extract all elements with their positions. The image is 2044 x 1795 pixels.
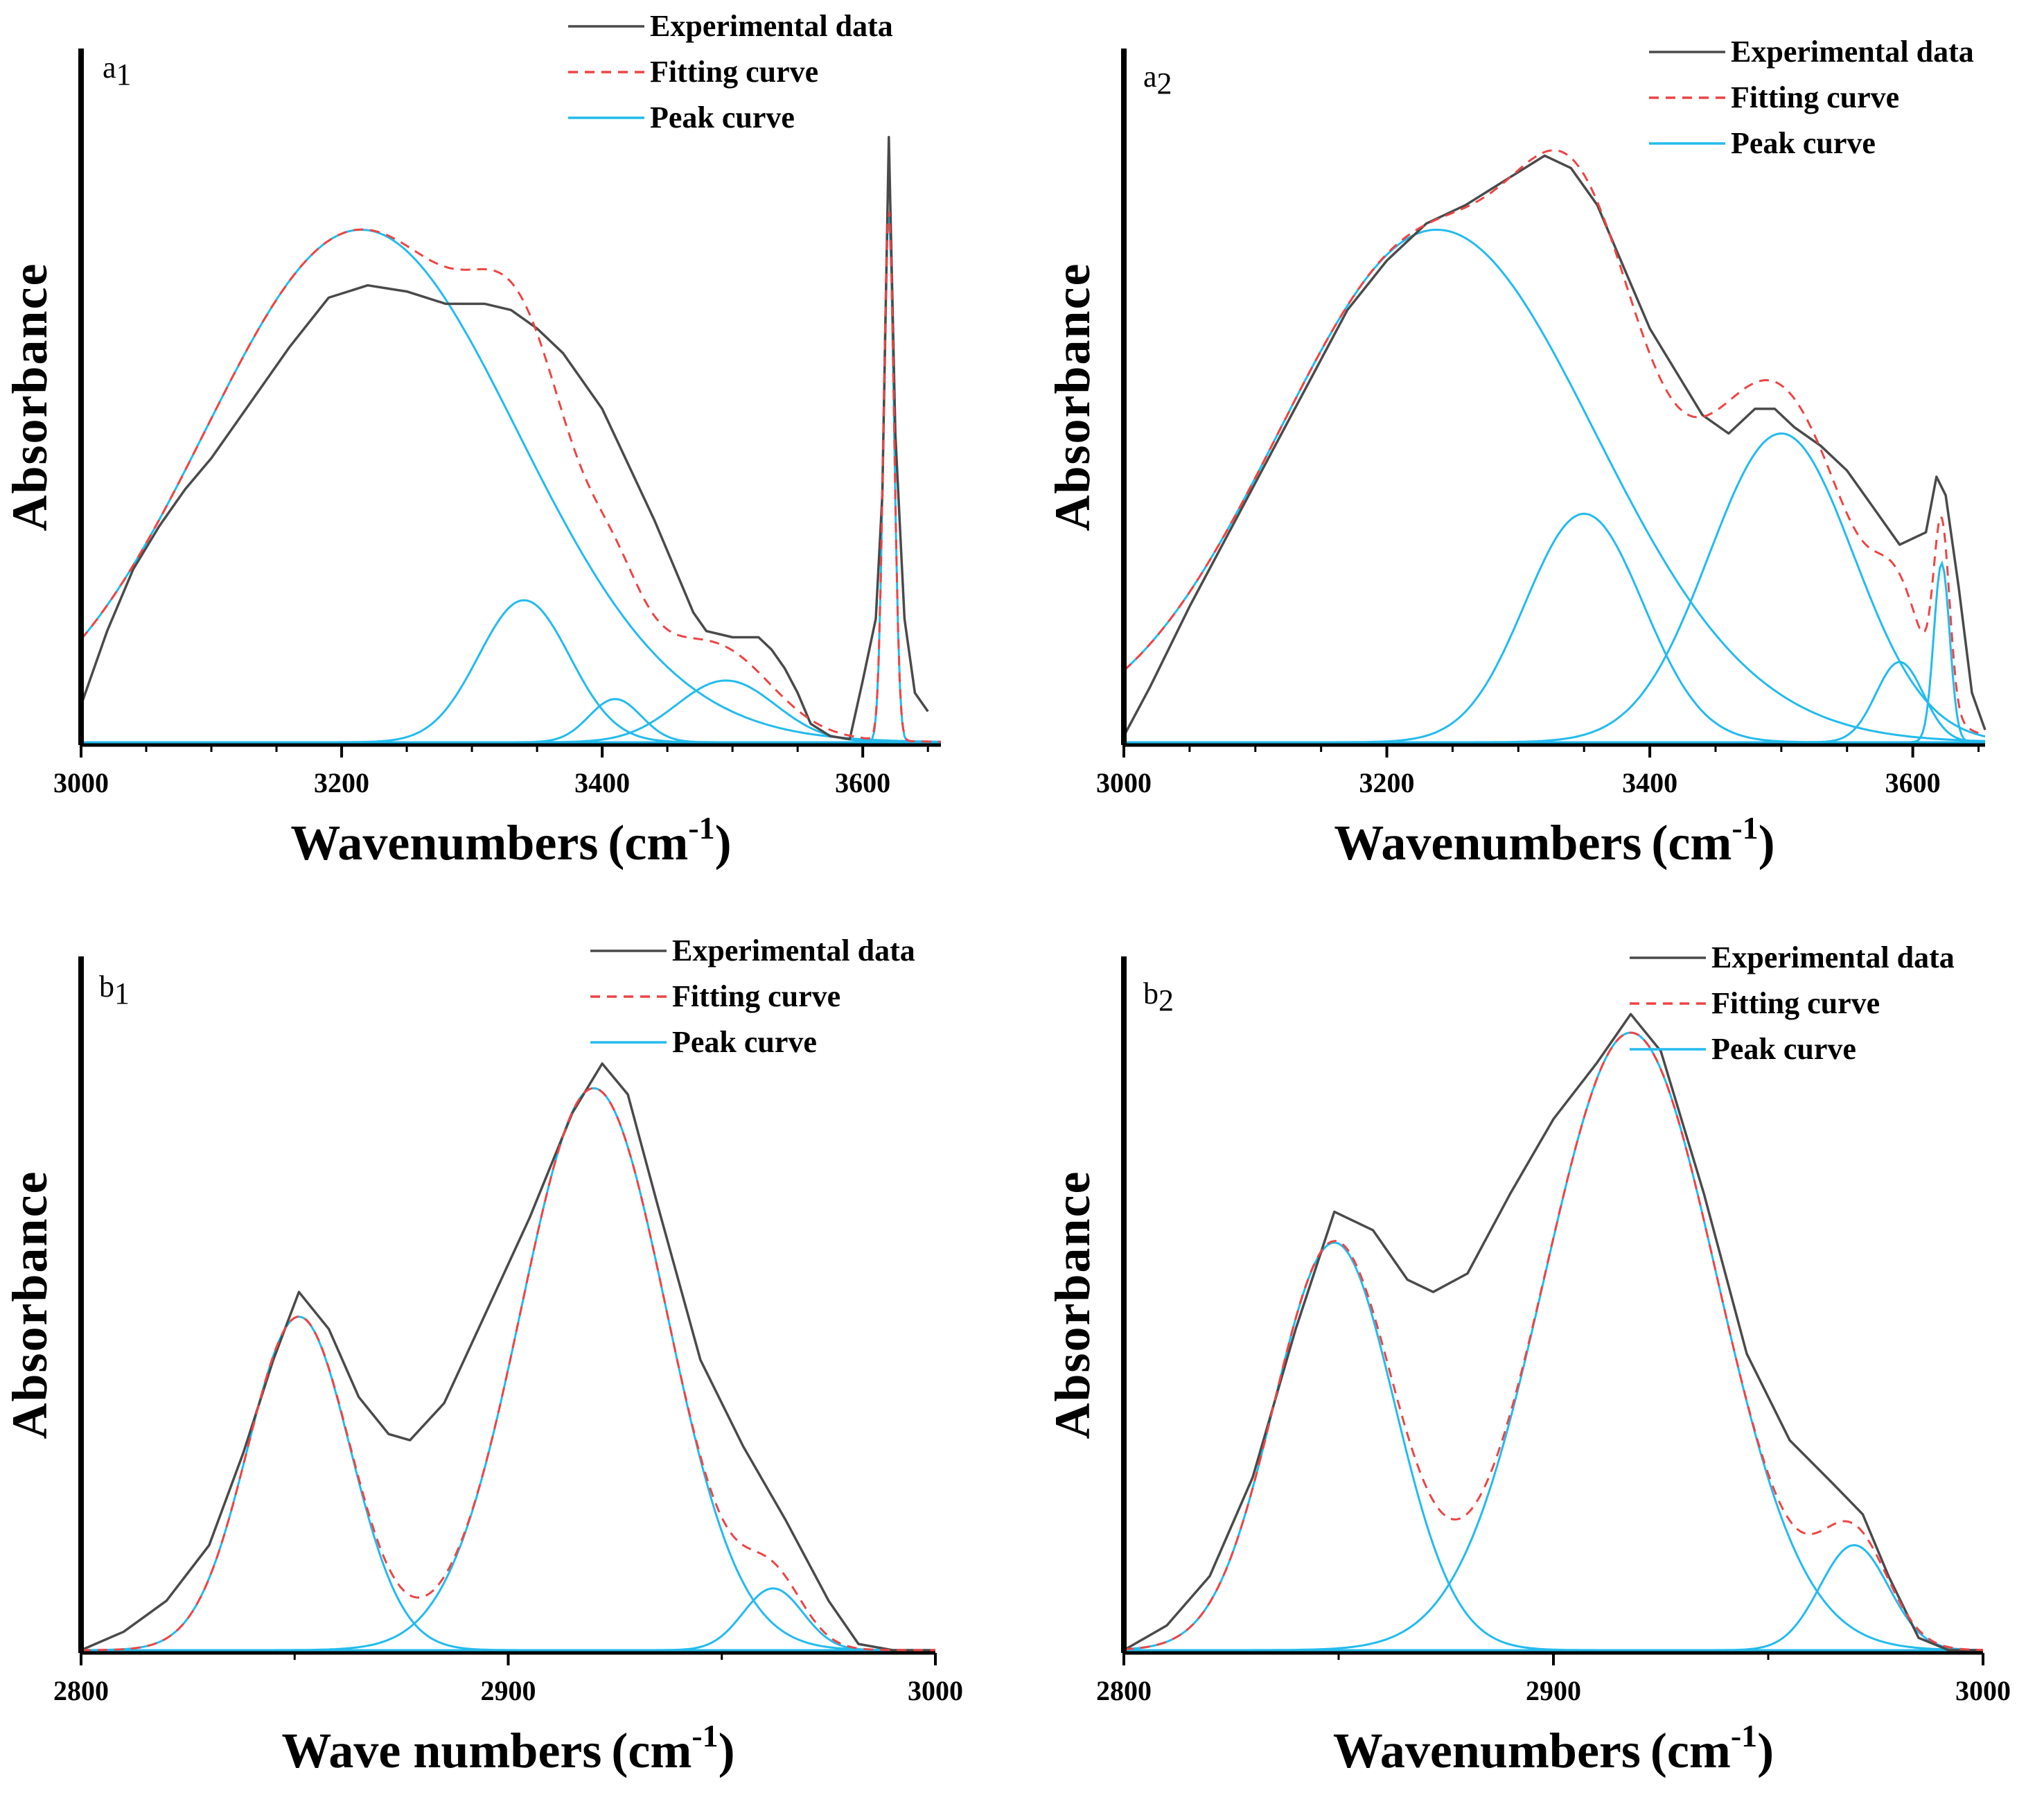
peak-curve-4 [81, 679, 941, 744]
x-axis-label-superscript: -1 [1731, 1718, 1757, 1753]
legend-fitting-label: Fitting curve [650, 55, 818, 89]
panel-label: b2 [1143, 977, 1174, 1017]
fitting-curve [1123, 149, 1986, 737]
x-axis-label-unit: (cm [1650, 1723, 1731, 1778]
chart-panel-b2: 2800 2900 3000 Wavenumbers (cm-1) Absorbance b… [1045, 940, 2011, 1778]
legend: Experimental data Fitting curve Peak curve [1649, 35, 1974, 160]
panel-label-letter: a [1143, 60, 1157, 94]
x-axis-label-unit: (cm [608, 815, 688, 870]
legend-peak-label: Peak curve [1711, 1032, 1856, 1066]
x-tick-label: 3000 [1096, 767, 1152, 798]
peak-curve-2 [81, 599, 941, 744]
fitting-curve [1123, 1031, 1984, 1652]
chart-panel-a2: 3000 3200 3400 3600 Wavenumbers (cm-1) Absorba… [1045, 35, 1986, 870]
legend: Experimental data Fitting curve Peak curve [1630, 940, 1955, 1066]
y-axis-label: Absorbance [1045, 1170, 1100, 1439]
fitting-curve [80, 211, 941, 743]
x-tick-label: 3000 [908, 1675, 963, 1706]
chart-panel-b1: 2800 2900 3000 Wave numbers (cm-1) Absorbance… [2, 934, 963, 1778]
x-axis-label-superscript: -1 [691, 1718, 718, 1753]
x-axis-label-close: ) [715, 815, 732, 870]
x-tick-label: 3600 [835, 767, 890, 798]
peak-curve-3 [81, 1587, 935, 1652]
x-tick-label: 3400 [1622, 767, 1677, 798]
experimental-curve [1123, 1013, 1983, 1652]
x-tick-label: 3400 [574, 767, 630, 798]
legend: Experimental data Fitting curve Peak curve [590, 934, 915, 1059]
x-tick-label: 3000 [53, 767, 109, 798]
x-axis-label-superscript: -1 [1732, 810, 1758, 846]
legend-experimental-label: Experimental data [1731, 35, 1974, 69]
peak-curve-2 [1124, 1031, 1983, 1652]
panel-label-subscript: 1 [114, 977, 130, 1010]
legend-peak-label: Peak curve [1731, 126, 1876, 160]
peak-curve-3 [1124, 432, 1986, 744]
x-tick-label: 3200 [314, 767, 369, 798]
panel-label-letter: a [103, 51, 116, 85]
x-axis-label-text: Wavenumbers [1334, 815, 1641, 870]
chart-panel-a1: 3000 3200 3400 3600 Wavenumbers (cm-1) Absorba… [2, 9, 941, 870]
legend: Experimental data Fitting curve Peak curve [568, 9, 893, 134]
peak-curve-2 [1124, 512, 1985, 744]
x-tick-label: 3200 [1359, 767, 1415, 798]
x-tick-label: 2800 [53, 1675, 109, 1706]
panel-label: a1 [103, 51, 132, 91]
panel-label-subscript: 2 [1158, 983, 1174, 1017]
peak-curve-5 [1124, 560, 1985, 744]
peak-curve-1 [1123, 1241, 1983, 1652]
fitting-curve [81, 1087, 935, 1652]
peak-curve-1 [1122, 229, 1986, 742]
panel-label: a2 [1143, 60, 1172, 100]
legend-experimental-label: Experimental data [672, 934, 915, 967]
panel-label-letter: b [1143, 977, 1158, 1010]
panel-label-letter: b [99, 970, 114, 1004]
experimental-curve [1122, 154, 1986, 737]
legend-experimental-label: Experimental data [650, 9, 893, 43]
y-axis-label: Absorbance [2, 262, 58, 531]
x-tick-label: 2800 [1096, 1675, 1152, 1706]
x-tick-label: 2900 [1526, 1675, 1581, 1706]
legend-experimental-label: Experimental data [1711, 940, 1955, 974]
y-axis-label: Absorbance [1045, 262, 1100, 531]
x-axis-label: Wavenumbers (cm-1) [1334, 810, 1774, 870]
x-tick-label: 3000 [1955, 1675, 2011, 1706]
panel-label-subscript: 2 [1157, 67, 1172, 100]
x-axis-label-close: ) [1757, 1723, 1774, 1778]
x-axis-label: Wave numbers (cm-1) [281, 1718, 734, 1778]
peak-curve-2 [81, 1087, 935, 1652]
x-axis-label-unit: (cm [611, 1723, 691, 1778]
x-axis-label: Wavenumbers (cm-1) [1333, 1718, 1774, 1778]
x-axis-label-text: Wavenumbers [1333, 1723, 1641, 1778]
x-axis-label-unit: (cm [1651, 815, 1732, 870]
x-axis-label-close: ) [1759, 815, 1775, 870]
peak-curve-5 [81, 213, 941, 744]
experimental-curve [80, 136, 929, 741]
panel-label-subscript: 1 [116, 58, 132, 91]
peak-curve-1 [80, 229, 941, 743]
legend-fitting-label: Fitting curve [1711, 986, 1880, 1020]
legend-peak-label: Peak curve [650, 100, 795, 134]
x-tick-label: 2900 [481, 1675, 536, 1706]
y-axis-label: Absorbance [2, 1170, 58, 1439]
legend-fitting-label: Fitting curve [1731, 80, 1899, 114]
x-axis-label-text: Wave numbers [281, 1723, 601, 1778]
panel-label: b1 [99, 970, 130, 1010]
legend-peak-label: Peak curve [672, 1025, 817, 1059]
x-axis-label: Wavenumbers (cm-1) [290, 810, 731, 870]
experimental-curve [80, 1062, 935, 1652]
peak-curve-3 [1124, 1543, 1984, 1652]
x-axis-label-text: Wavenumbers [290, 815, 598, 870]
x-axis-label-close: ) [719, 1723, 735, 1778]
peak-curve-3 [81, 698, 941, 744]
peak-curve-4 [1124, 660, 1985, 744]
x-axis-label-superscript: -1 [688, 810, 714, 846]
x-tick-label: 3600 [1885, 767, 1941, 798]
legend-fitting-label: Fitting curve [672, 979, 840, 1013]
